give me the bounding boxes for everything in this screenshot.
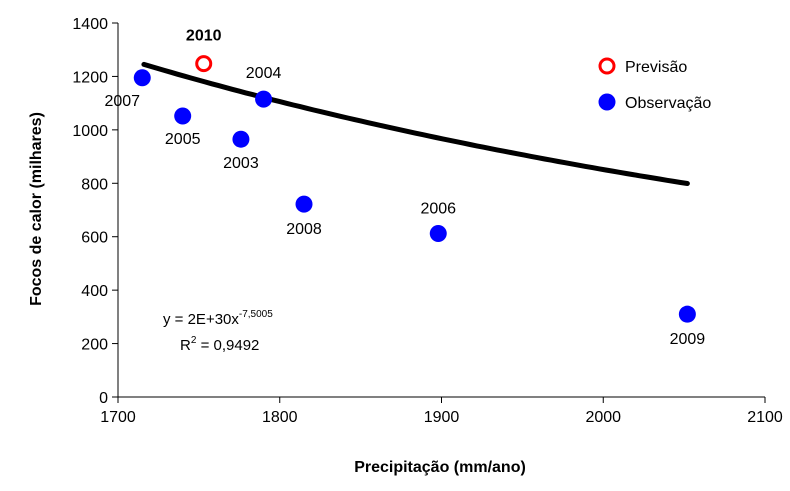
- equation-exponent: -7,5005: [239, 309, 273, 320]
- x-tick-label: 2000: [585, 409, 621, 426]
- point-label-2006: 2006: [420, 201, 456, 218]
- y-tick-label: 1000: [72, 123, 108, 140]
- point-label-2003: 2003: [223, 155, 259, 172]
- y-tick-label: 200: [81, 337, 108, 354]
- data-point-2009: [678, 305, 696, 323]
- data-point-2005: [174, 107, 192, 125]
- legend-label-observacao: Observação: [625, 95, 711, 112]
- data-point-2006: [429, 225, 447, 243]
- r-squared: R2 = 0,9492: [180, 335, 259, 354]
- y-axis-title: Focos de calor (milhares): [28, 112, 45, 306]
- x-tick-label: 1800: [262, 409, 298, 426]
- point-label-2009: 2009: [670, 331, 706, 348]
- point-label-2007: 2007: [104, 93, 140, 110]
- data-point-2008: [295, 195, 313, 213]
- y-tick-label: 1200: [72, 69, 108, 86]
- legend-marker-previsao: [598, 57, 616, 75]
- data-point-2007: [133, 69, 151, 87]
- r2-value: = 0,9492: [196, 337, 259, 354]
- trendline-equation: y = 2E+30x-7,5005: [163, 309, 273, 328]
- x-axis-ticks: 1700 1800 1900 2000 2100: [100, 397, 783, 426]
- data-point-2010: [195, 55, 213, 73]
- data-point-2004: [255, 90, 273, 108]
- x-tick-label: 1900: [424, 409, 460, 426]
- point-label-2005: 2005: [165, 131, 201, 148]
- y-tick-label: 400: [81, 283, 108, 300]
- y-tick-label: 1400: [72, 16, 108, 33]
- legend: Previsão Observação: [598, 57, 711, 112]
- point-label-2004: 2004: [246, 65, 282, 82]
- legend-label-previsao: Previsão: [625, 59, 687, 76]
- point-label-2008: 2008: [286, 221, 322, 238]
- data-point-2003: [232, 130, 250, 148]
- r2-base: R: [180, 337, 191, 354]
- point-label-2010: 2010: [186, 28, 222, 45]
- x-tick-label: 2100: [747, 409, 783, 426]
- y-axis-ticks: 0 200 400 600 800 1000 1200 1400: [72, 16, 118, 407]
- data-points: 2007 2005 2003 2004 2008 2006 2009 2010: [104, 28, 705, 349]
- equation-base: y = 2E+30x: [163, 311, 239, 328]
- r2-exponent: 2: [191, 335, 197, 346]
- trendline: [141, 61, 690, 186]
- x-axis-title: Precipitação (mm/ano): [354, 459, 526, 476]
- legend-marker-observacao: [598, 93, 616, 111]
- y-tick-label: 600: [81, 230, 108, 247]
- y-tick-label: 0: [99, 390, 108, 407]
- y-tick-label: 800: [81, 176, 108, 193]
- x-tick-label: 1700: [100, 409, 136, 426]
